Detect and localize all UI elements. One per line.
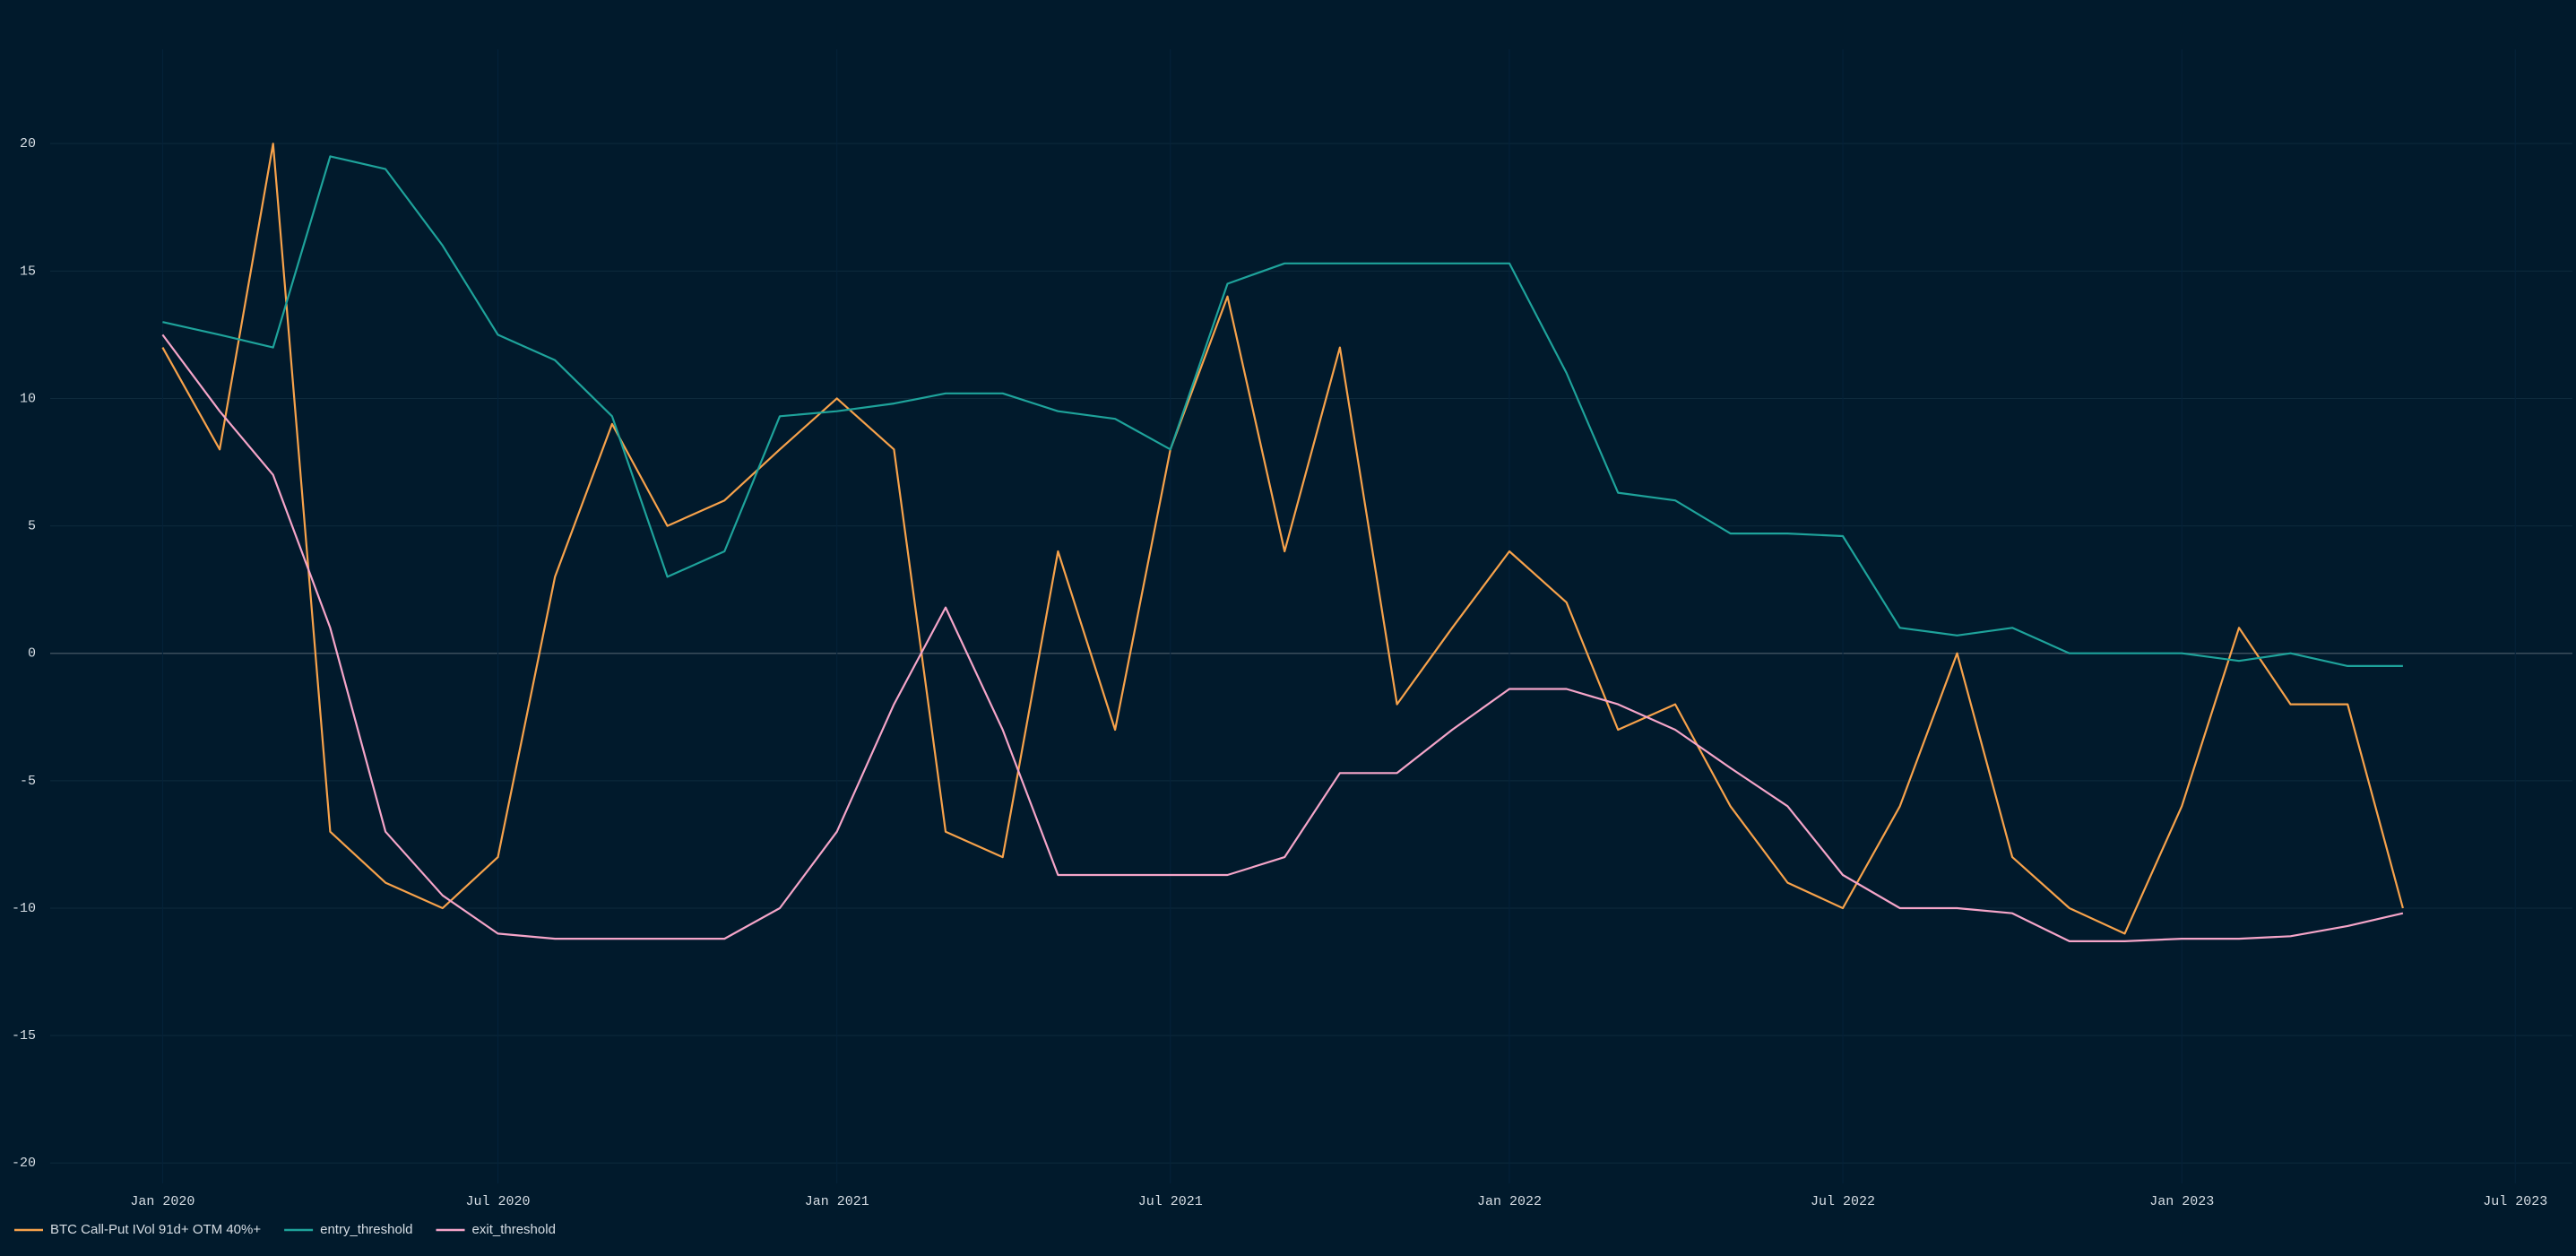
- y-tick-label: 20: [20, 136, 36, 152]
- x-tick-label: Jul 2022: [1811, 1194, 1875, 1209]
- x-tick-label: Jan 2020: [130, 1194, 194, 1209]
- legend-label: BTC Call-Put IVol 91d+ OTM 40%+: [50, 1222, 261, 1237]
- y-tick-label: -15: [12, 1028, 36, 1044]
- y-tick-label: 0: [28, 646, 36, 662]
- y-tick-label: 5: [28, 519, 36, 534]
- y-tick-label: -10: [12, 901, 36, 916]
- x-tick-label: Jan 2022: [1477, 1194, 1542, 1209]
- x-tick-label: Jan 2021: [805, 1194, 869, 1209]
- series-line: [161, 333, 2404, 942]
- legend-label: entry_threshold: [320, 1222, 412, 1237]
- plot-area: [161, 143, 2404, 942]
- y-tick-label: -5: [20, 774, 36, 789]
- x-tick-label: Jul 2020: [465, 1194, 530, 1209]
- y-tick-label: 10: [20, 391, 36, 406]
- grid: [50, 49, 2572, 1183]
- series-line: [161, 143, 2404, 935]
- y-tick-label: -20: [12, 1156, 36, 1171]
- x-tick-label: Jan 2023: [2149, 1194, 2214, 1209]
- series-line: [162, 155, 2403, 667]
- x-tick-label: Jul 2023: [2483, 1194, 2547, 1209]
- axes: -20 -15 -10 -5 0 5 10 15 20 Jan 2020 Jul 2020 Jan 2…: [12, 136, 2547, 1209]
- x-tick-label: Jul 2021: [1138, 1194, 1203, 1209]
- y-tick-label: 15: [20, 264, 36, 279]
- legend-label: exit_threshold: [472, 1222, 556, 1237]
- legend: BTC Call-Put IVol 91d+ OTM 40%+ entry_thr…: [14, 1222, 556, 1237]
